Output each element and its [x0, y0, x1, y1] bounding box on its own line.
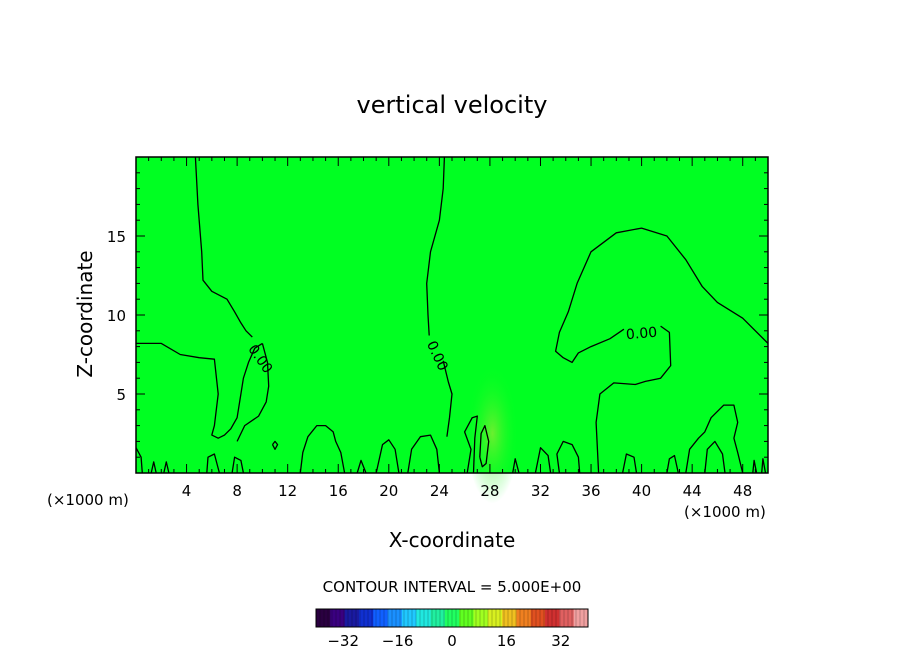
contour-line	[463, 415, 478, 474]
x-tick-label: 16	[329, 482, 348, 500]
x-tick-label: 8	[232, 482, 242, 500]
contour-interval-text: CONTOUR INTERVAL = 5.000E+00	[323, 578, 582, 596]
contour-line	[595, 325, 672, 474]
colorbar-tick-label: 16	[497, 632, 516, 650]
contour-line	[426, 156, 446, 336]
x-tick-label: 12	[278, 482, 297, 500]
colorbar-cell	[316, 609, 331, 627]
y-tick-label: 5	[116, 386, 126, 404]
contour-line	[135, 447, 143, 474]
colorbar-cell	[330, 609, 346, 627]
contour-line	[752, 459, 758, 474]
colorbar-cell	[358, 609, 374, 627]
y-axis-label: Z-coordinate	[73, 250, 97, 377]
contour-line	[761, 458, 767, 474]
contour-line	[163, 461, 170, 474]
colorbar-tick-label: −32	[327, 632, 359, 650]
colorbar-cell	[487, 609, 503, 627]
colorbar-cell	[473, 609, 489, 627]
x-unit-label-right: (×1000 m)	[684, 503, 766, 521]
colorbar-cell	[502, 609, 517, 627]
x-tick-label: 28	[480, 482, 499, 500]
contour-line	[231, 456, 245, 474]
x-tick-label: 44	[683, 482, 702, 500]
contour-line	[442, 360, 453, 437]
colorbar-cell	[387, 609, 403, 627]
contour-line	[479, 424, 490, 468]
contour-line	[150, 461, 157, 474]
x-tick-label: 20	[379, 482, 398, 500]
field-fill	[136, 157, 768, 473]
contour-line	[356, 459, 367, 474]
colorbar-cell	[401, 609, 417, 627]
contour-line	[685, 404, 744, 474]
contour-line	[704, 440, 726, 474]
colorbar-cell	[373, 609, 388, 627]
contour-line	[136, 342, 263, 439]
warm-anomaly	[466, 363, 519, 504]
contour-line	[206, 453, 221, 474]
x-tick-label: 36	[581, 482, 600, 500]
x-tick-label: 32	[531, 482, 550, 500]
x-tick-label: 24	[430, 482, 449, 500]
colorbar-cell	[516, 609, 532, 627]
contour-line	[621, 453, 638, 474]
contour-line	[375, 439, 400, 474]
x-tick-label: 40	[632, 482, 651, 500]
contour-line	[194, 156, 253, 338]
colorbar-tick-label: 0	[447, 632, 457, 650]
x-tick-label: 48	[733, 482, 752, 500]
colorbar-cell	[573, 609, 589, 627]
colorbar-cell	[530, 609, 546, 627]
colorbar-tick-label: 32	[551, 632, 570, 650]
contour-line	[271, 440, 279, 450]
contour-line	[299, 424, 346, 474]
colorbar-cell	[444, 609, 460, 627]
contour-line	[512, 458, 520, 474]
x-unit-label-left: (×1000 m)	[47, 491, 129, 509]
colorbar-cell	[545, 609, 560, 627]
contour-line	[407, 434, 441, 474]
colorbar-cell	[416, 609, 431, 627]
contour-line	[666, 454, 679, 474]
contour-line	[556, 440, 581, 474]
contour-label: 0.00	[625, 325, 657, 344]
chart-title: vertical velocity	[357, 91, 548, 119]
contour-line	[554, 227, 769, 364]
colorbar-cell	[459, 609, 474, 627]
x-tick-label: 4	[182, 482, 192, 500]
colorbar: −32 −16 0 16 32	[315, 608, 589, 650]
colorbar-cell	[559, 609, 575, 627]
y-tick-label: 10	[107, 307, 126, 325]
contour-line	[236, 343, 270, 442]
y-tick-label: 15	[107, 228, 126, 246]
contour-line	[534, 447, 552, 474]
colorbar-frame	[315, 608, 589, 628]
colorbar-tick-label: −16	[382, 632, 414, 650]
x-axis-label: X-coordinate	[389, 528, 516, 552]
colorbar-cell	[430, 609, 446, 627]
